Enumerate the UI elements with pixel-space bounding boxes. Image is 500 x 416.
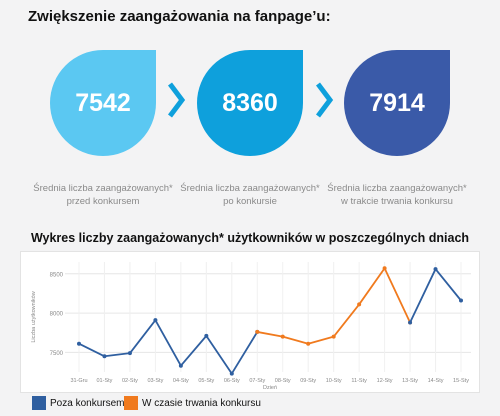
y-tick-label: 8000 — [50, 312, 64, 318]
x-tick-label: 15-Sty — [453, 378, 469, 384]
data-point — [204, 333, 209, 338]
data-point — [280, 334, 285, 339]
chevron-right-icon — [316, 82, 334, 118]
x-tick-label: 03-Sty — [147, 378, 163, 384]
data-point — [382, 266, 387, 271]
data-point — [127, 351, 132, 356]
x-tick-label: 14-Sty — [428, 378, 444, 384]
data-point — [229, 371, 234, 376]
x-tick-label: 09-Sty — [300, 378, 316, 384]
caption-line: w trakcie trwania konkursu — [341, 196, 453, 207]
x-tick-label: 11-Sty — [351, 378, 367, 384]
caption-line: Średnia liczba zaangażowanych* — [327, 183, 467, 194]
data-point — [306, 341, 311, 346]
caption-line: Średnia liczba zaangażowanych* — [180, 183, 320, 194]
stat-value: 7914 — [369, 88, 425, 117]
y-axis-label: Liczba użytkowników — [31, 291, 37, 342]
x-axis-label: Dzień — [263, 385, 277, 391]
data-point — [102, 354, 107, 359]
stat-value: 7542 — [75, 88, 131, 117]
x-tick-label: 10-Sty — [326, 378, 342, 384]
legend-label: W czasie trwania konkursu — [142, 397, 261, 409]
data-point — [433, 267, 438, 272]
caption-line: Średnia liczba zaangażowanych* — [33, 183, 173, 194]
legend-item-before: Poza konkursem — [32, 395, 124, 411]
data-point — [153, 318, 158, 323]
x-tick-label: 13-Sty — [402, 378, 418, 384]
data-point — [331, 334, 336, 339]
data-point — [77, 341, 81, 346]
stat-drop-during: 7914 — [344, 50, 450, 156]
y-tick-label: 8500 — [50, 272, 64, 278]
chevron-right-icon — [168, 82, 186, 118]
x-tick-label: 02-Sty — [122, 378, 138, 384]
y-tick-label: 7500 — [50, 351, 64, 357]
x-tick-label: 05-Sty — [198, 378, 214, 384]
page-title: Zwiększenie zaangażowania na fanpage’u: — [28, 8, 331, 25]
x-tick-label: 06-Sty — [224, 378, 240, 384]
stat-caption-after: Średnia liczba zaangażowanych* po konkur… — [175, 182, 325, 208]
chart-title: Wykres liczby zaangażowanych* użytkownik… — [30, 231, 470, 245]
x-tick-label: 08-Sty — [275, 378, 291, 384]
series-line — [78, 319, 259, 375]
x-tick-label: 07-Sty — [249, 378, 265, 384]
data-point — [459, 298, 463, 303]
data-point — [357, 302, 362, 307]
data-point — [408, 320, 413, 325]
stat-caption-during: Średnia liczba zaangażowanych* w trakcie… — [322, 182, 472, 208]
stat-value: 8360 — [222, 88, 278, 117]
legend-swatch — [32, 396, 46, 410]
x-tick-label: 31-Gru — [70, 378, 87, 384]
stat-drop-before: 7542 — [50, 50, 156, 156]
line-chart: 7500 8000 8500 31-Gru 01-Sty 02-Sty 03-Sty 04-S… — [20, 251, 480, 393]
caption-line: po konkursie — [223, 196, 277, 207]
legend-item-during: W czasie trwania konkursu — [124, 395, 261, 411]
line-chart-svg: 7500 8000 8500 31-Gru 01-Sty 02-Sty 03-Sty 04-S… — [31, 262, 471, 391]
legend-label: Poza konkursem — [50, 397, 125, 409]
x-tick-label: 12-Sty — [377, 378, 393, 384]
legend-swatch — [124, 396, 138, 410]
x-tick-label: 04-Sty — [173, 378, 189, 384]
data-point — [255, 329, 260, 334]
stat-caption-before: Średnia liczba zaangażowanych* przed kon… — [28, 182, 178, 208]
x-tick-label: 01-Sty — [97, 378, 113, 384]
data-point — [178, 363, 183, 368]
stat-drop-after: 8360 — [197, 50, 303, 156]
caption-line: przed konkursem — [66, 196, 140, 207]
